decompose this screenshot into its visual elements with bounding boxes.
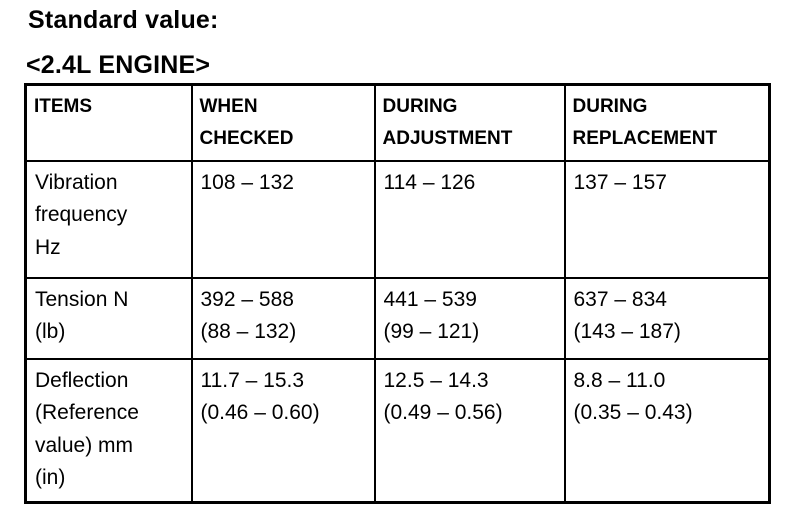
column-header-during-replacement: DURING REPLACEMENT xyxy=(563,83,771,162)
standard-value-table: ITEMS WHEN CHECKED DURING ADJUSTMENT DUR… xyxy=(24,83,771,505)
engine-variant-subtitle: <2.4L ENGINE> xyxy=(26,51,211,79)
vibration-during-replacement-value: 137 – 157 xyxy=(563,159,771,279)
page-title: Standard value: xyxy=(28,6,219,34)
tension-during-replacement-value: 637 – 834 (143 – 187) xyxy=(563,276,771,360)
column-header-during-adjustment: DURING ADJUSTMENT xyxy=(373,83,566,162)
deflection-during-adjustment-value: 12.5 – 14.3 (0.49 – 0.56) xyxy=(373,357,566,504)
tension-when-checked-value: 392 – 588 (88 – 132) xyxy=(190,276,376,360)
table-row-deflection: Deflection (Reference value) mm (in) 11.… xyxy=(24,357,771,504)
row-label-vibration-frequency: Vibration frequency Hz xyxy=(24,159,193,279)
tension-during-adjustment-value: 441 – 539 (99 – 121) xyxy=(373,276,566,360)
table-row-tension: Tension N (lb) 392 – 588 (88 – 132) 441 … xyxy=(24,276,771,360)
vibration-when-checked-value: 108 – 132 xyxy=(190,159,376,279)
column-header-when-checked: WHEN CHECKED xyxy=(190,83,376,162)
row-label-deflection: Deflection (Reference value) mm (in) xyxy=(24,357,193,504)
vibration-during-adjustment-value: 114 – 126 xyxy=(373,159,566,279)
deflection-during-replacement-value: 8.8 – 11.0 (0.35 – 0.43) xyxy=(563,357,771,504)
row-label-tension: Tension N (lb) xyxy=(24,276,193,360)
column-header-items: ITEMS xyxy=(24,83,193,162)
table-header-row: ITEMS WHEN CHECKED DURING ADJUSTMENT DUR… xyxy=(24,83,771,162)
table-row-vibration-frequency: Vibration frequency Hz 108 – 132 114 – 1… xyxy=(24,159,771,279)
deflection-when-checked-value: 11.7 – 15.3 (0.46 – 0.60) xyxy=(190,357,376,504)
